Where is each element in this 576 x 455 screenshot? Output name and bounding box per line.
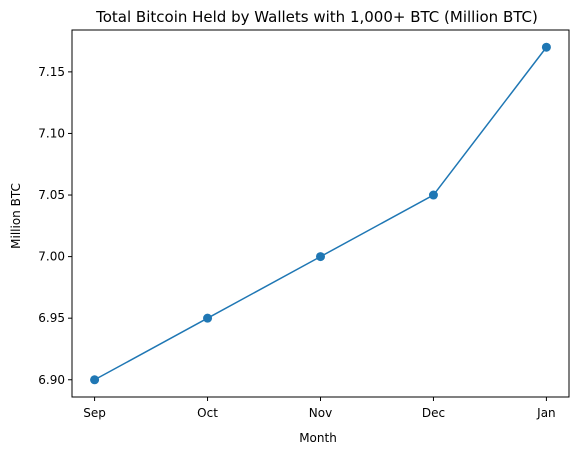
y-tick-label: 7.05 — [38, 188, 65, 202]
data-point — [316, 252, 325, 262]
data-point — [541, 42, 551, 52]
series-layer — [90, 42, 551, 385]
x-tick-label: Nov — [309, 406, 332, 420]
y-tick-label: 7.10 — [38, 126, 65, 140]
x-tick-label: Dec — [422, 406, 445, 420]
y-axis-label: Million BTC — [9, 183, 23, 249]
chart-title: Total Bitcoin Held by Wallets with 1,000… — [95, 8, 538, 26]
x-axis: Sep Oct Nov Dec Jan — [83, 397, 556, 420]
y-axis: 6.90 6.95 7.00 7.05 7.10 7.15 — [38, 65, 72, 387]
y-tick-label: 6.90 — [38, 373, 65, 387]
x-tick-label: Sep — [83, 406, 106, 420]
y-tick-label: 6.95 — [38, 311, 65, 325]
x-axis-label: Month — [299, 431, 337, 445]
data-point — [428, 190, 438, 200]
y-tick-label: 7.15 — [38, 65, 65, 79]
data-point — [90, 375, 100, 385]
plot-frame — [71, 29, 570, 398]
y-tick-label: 7.00 — [38, 250, 65, 264]
data-point — [203, 313, 213, 323]
series-line — [94, 46, 548, 381]
x-tick-label: Jan — [536, 406, 556, 420]
x-tick-label: Oct — [197, 406, 218, 420]
